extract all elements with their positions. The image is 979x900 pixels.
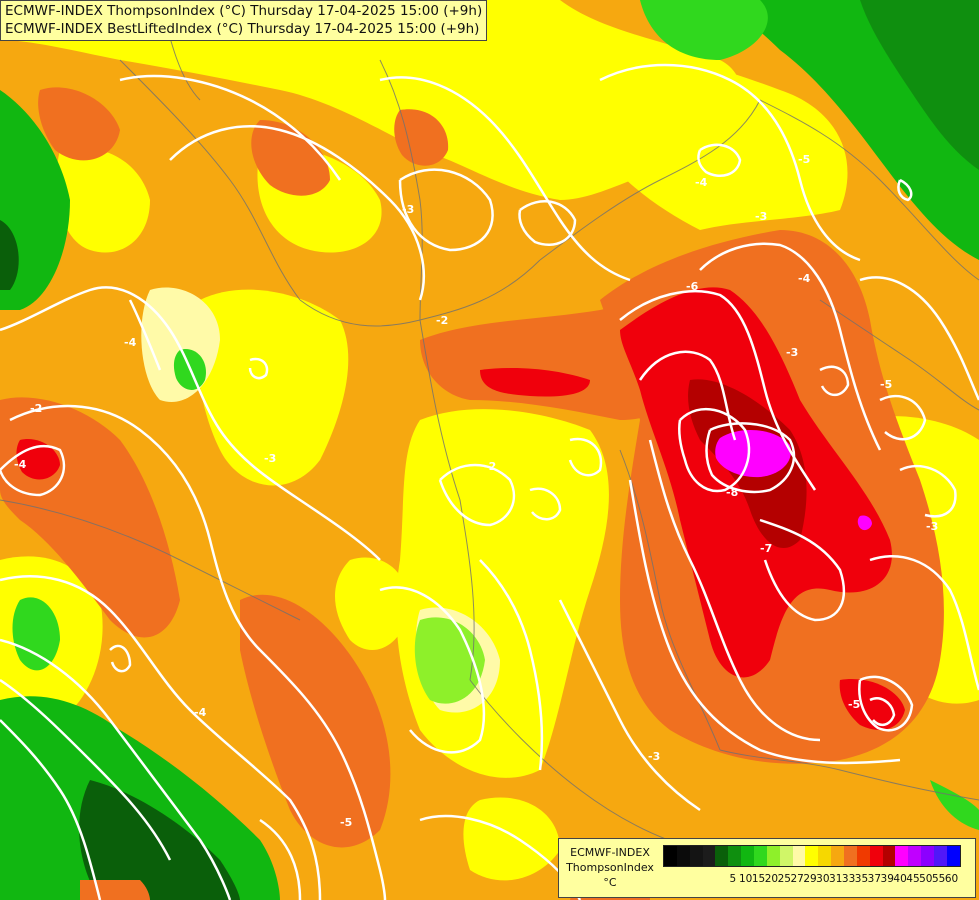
contour-label: -6	[686, 280, 699, 293]
legend-swatch	[895, 846, 909, 866]
legend-tick-label: 50	[919, 873, 933, 885]
legend-swatch	[908, 846, 922, 866]
contour-label: -4	[695, 176, 708, 189]
contour-label: -3	[648, 750, 660, 763]
legend-tick-label: 20	[764, 873, 779, 885]
legend-swatch	[921, 846, 935, 866]
contour-label: -4	[194, 706, 207, 719]
legend-line-index: ThompsonIndex	[566, 861, 654, 874]
legend-unit: °C	[603, 876, 617, 889]
legend-tick-label: 37	[867, 873, 882, 885]
legend-swatch	[728, 846, 742, 866]
legend-swatch	[869, 846, 883, 866]
title-line-bestlifted: ECMWF-INDEX BestLiftedIndex (°C) Thursda…	[5, 21, 480, 37]
contour-label: -5	[880, 378, 892, 391]
legend-tick-label: 25	[777, 873, 791, 885]
legend-swatch	[715, 846, 729, 866]
contour-label: -3	[755, 210, 767, 223]
legend-tick-label: 60	[944, 873, 959, 885]
legend-swatch	[676, 846, 690, 866]
legend-tick-label: 27	[790, 873, 804, 885]
legend-tick-label: 15	[751, 873, 766, 885]
legend-swatch	[946, 846, 960, 866]
legend-swatch	[664, 846, 677, 866]
contour-labels: -2 -4 -3 -3 -4 -5 -6 -8 -7 -3 -5 -3 -4 -…	[14, 153, 938, 829]
legend-swatch	[831, 846, 845, 866]
contour-label: -4	[124, 336, 137, 349]
legend-swatch	[766, 846, 780, 866]
contour-label: -5	[798, 153, 810, 166]
contour-label: -2	[484, 460, 496, 473]
legend-swatch	[741, 846, 755, 866]
legend-tick-label: 29	[803, 873, 817, 885]
legend-title: ECMWF-INDEX ThompsonIndex °C	[561, 845, 659, 890]
legend-tick-label: 31	[829, 873, 843, 885]
legend-tick-label: 39	[880, 873, 894, 885]
title-line-thompson: ECMWF-INDEX ThompsonIndex (°C) Thursday …	[5, 3, 483, 19]
legend-tick-label: 55	[932, 873, 946, 885]
contour-label: -5	[848, 698, 860, 711]
contour-label: -3	[926, 520, 938, 533]
contour-label: -2	[30, 402, 42, 415]
contour-label: -3	[786, 346, 798, 359]
legend-swatch	[792, 846, 806, 866]
contour-label: -3	[264, 452, 276, 465]
contour-lines	[0, 63, 979, 900]
contour-label: -8	[726, 486, 738, 499]
map-title-box: ECMWF-INDEX ThompsonIndex (°C) Thursday …	[0, 0, 488, 41]
contour-label: -4	[798, 272, 811, 285]
contour-label: -5	[340, 816, 352, 829]
contour-label: -2	[436, 314, 448, 327]
contour-label: -7	[760, 542, 772, 555]
legend-tick-label: 40	[893, 873, 907, 885]
legend-swatch	[818, 846, 832, 866]
legend-tick-label: 33	[841, 873, 856, 885]
legend-tick-label: 30	[816, 873, 830, 885]
legend-swatch	[689, 846, 703, 866]
contour-label: -3	[402, 203, 414, 216]
contour-label: -4	[14, 458, 27, 471]
legend-swatch	[754, 846, 767, 866]
legend-swatch	[779, 846, 793, 866]
magenta-regions	[715, 429, 872, 531]
legend-swatch	[882, 846, 896, 866]
legend-swatches	[663, 845, 961, 867]
legend-tick-label: 45	[906, 873, 920, 885]
legend-swatch	[805, 846, 819, 866]
legend-swatch	[934, 846, 947, 866]
legend-line-model: ECMWF-INDEX	[570, 846, 650, 859]
legend-swatch	[856, 846, 870, 866]
legend-tick-label: 5	[729, 873, 737, 885]
color-legend: ECMWF-INDEX ThompsonIndex °C 5 10 15 20 25 27…	[558, 838, 976, 898]
legend-swatch	[702, 846, 716, 866]
legend-tick-label: 35	[854, 873, 869, 885]
legend-swatch	[844, 846, 857, 866]
legend-tick-label: 10	[738, 873, 753, 885]
